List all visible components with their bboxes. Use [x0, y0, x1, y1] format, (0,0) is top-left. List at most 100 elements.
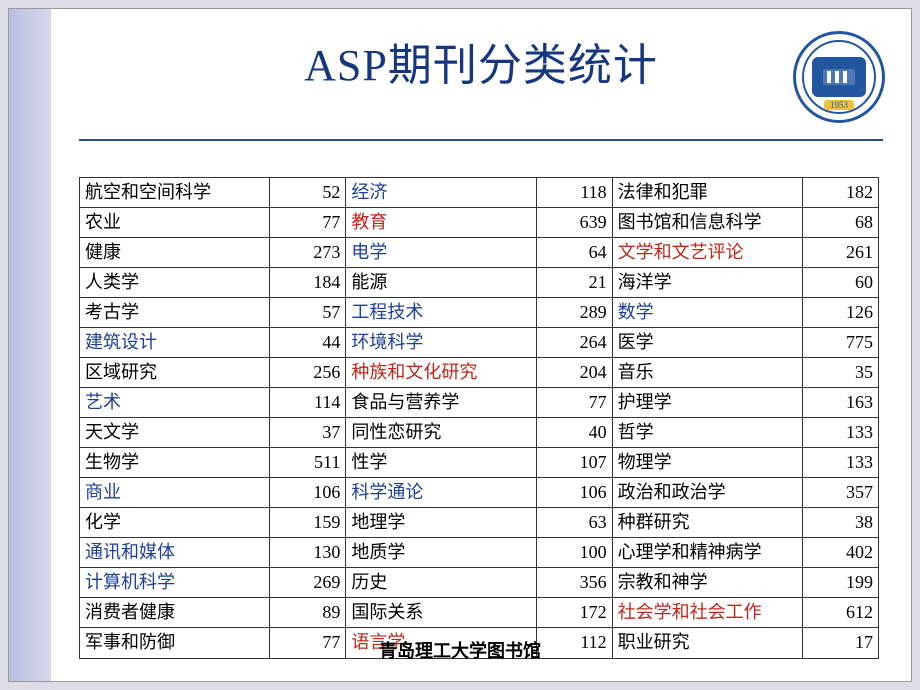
category-label: 健康 [80, 238, 270, 268]
category-count: 159 [270, 508, 346, 538]
category-label: 工程技术 [346, 298, 536, 328]
category-count: 52 [270, 178, 346, 208]
slide: ASP期刊分类统计 1953 航空和空间科学52经济118法律和犯罪182农业7… [8, 8, 912, 682]
category-label: 文学和文艺评论 [612, 238, 802, 268]
category-label: 图书馆和信息科学 [612, 208, 802, 238]
category-count: 57 [270, 298, 346, 328]
table-row: 计算机科学269历史356宗教和神学199 [80, 568, 879, 598]
category-count: 289 [536, 298, 612, 328]
category-label: 农业 [80, 208, 270, 238]
table-row: 商业106科学通论106政治和政治学357 [80, 478, 879, 508]
category-count: 106 [270, 478, 346, 508]
title-divider [79, 139, 883, 141]
table-row: 通讯和媒体130地质学100心理学和精神病学402 [80, 538, 879, 568]
table-row: 农业77教育639图书馆和信息科学68 [80, 208, 879, 238]
category-count: 77 [270, 208, 346, 238]
category-label: 人类学 [80, 268, 270, 298]
category-label: 天文学 [80, 418, 270, 448]
category-count: 64 [536, 238, 612, 268]
category-label: 地理学 [346, 508, 536, 538]
table-row: 建筑设计44环境科学264医学775 [80, 328, 879, 358]
category-label: 经济 [346, 178, 536, 208]
category-table-area: 航空和空间科学52经济118法律和犯罪182农业77教育639图书馆和信息科学6… [79, 177, 879, 659]
category-count: 163 [802, 388, 878, 418]
sidebar-accent [9, 9, 51, 681]
category-label: 数学 [612, 298, 802, 328]
category-label: 计算机科学 [80, 568, 270, 598]
category-count: 261 [802, 238, 878, 268]
category-count: 130 [270, 538, 346, 568]
category-label: 国际关系 [346, 598, 536, 628]
category-label: 心理学和精神病学 [612, 538, 802, 568]
category-count: 35 [802, 358, 878, 388]
table-row: 化学159地理学63种群研究38 [80, 508, 879, 538]
category-count: 40 [536, 418, 612, 448]
category-count: 612 [802, 598, 878, 628]
category-count: 269 [270, 568, 346, 598]
category-label: 医学 [612, 328, 802, 358]
category-count: 172 [536, 598, 612, 628]
category-count: 199 [802, 568, 878, 598]
category-label: 音乐 [612, 358, 802, 388]
category-count: 63 [536, 508, 612, 538]
category-label: 建筑设计 [80, 328, 270, 358]
category-label: 政治和政治学 [612, 478, 802, 508]
category-count: 511 [270, 448, 346, 478]
title-area: ASP期刊分类统计 [51, 29, 911, 93]
category-count: 107 [536, 448, 612, 478]
category-label: 性学 [346, 448, 536, 478]
category-label: 同性恋研究 [346, 418, 536, 448]
category-label: 考古学 [80, 298, 270, 328]
category-label: 艺术 [80, 388, 270, 418]
category-count: 106 [536, 478, 612, 508]
category-label: 地质学 [346, 538, 536, 568]
category-label: 教育 [346, 208, 536, 238]
category-label: 消费者健康 [80, 598, 270, 628]
category-count: 639 [536, 208, 612, 238]
category-count: 100 [536, 538, 612, 568]
category-label: 电学 [346, 238, 536, 268]
category-label: 化学 [80, 508, 270, 538]
category-label: 能源 [346, 268, 536, 298]
table-row: 天文学37同性恋研究40哲学133 [80, 418, 879, 448]
category-label: 食品与营养学 [346, 388, 536, 418]
category-count: 118 [536, 178, 612, 208]
category-label: 宗教和神学 [612, 568, 802, 598]
table-row: 生物学511性学107物理学133 [80, 448, 879, 478]
table-row: 航空和空间科学52经济118法律和犯罪182 [80, 178, 879, 208]
category-count: 77 [536, 388, 612, 418]
category-count: 89 [270, 598, 346, 628]
category-count: 68 [802, 208, 878, 238]
category-count: 38 [802, 508, 878, 538]
category-count: 114 [270, 388, 346, 418]
category-table: 航空和空间科学52经济118法律和犯罪182农业77教育639图书馆和信息科学6… [79, 177, 879, 659]
university-logo: 1953 [793, 31, 885, 123]
category-count: 357 [802, 478, 878, 508]
table-row: 考古学57工程技术289数学126 [80, 298, 879, 328]
category-count: 182 [802, 178, 878, 208]
category-label: 生物学 [80, 448, 270, 478]
category-label: 种族和文化研究 [346, 358, 536, 388]
category-label: 法律和犯罪 [612, 178, 802, 208]
category-count: 256 [270, 358, 346, 388]
category-count: 133 [802, 448, 878, 478]
table-row: 消费者健康89国际关系172社会学和社会工作612 [80, 598, 879, 628]
category-count: 775 [802, 328, 878, 358]
category-label: 物理学 [612, 448, 802, 478]
table-row: 艺术114食品与营养学77护理学163 [80, 388, 879, 418]
category-label: 通讯和媒体 [80, 538, 270, 568]
category-count: 37 [270, 418, 346, 448]
category-count: 126 [802, 298, 878, 328]
category-count: 273 [270, 238, 346, 268]
category-label: 航空和空间科学 [80, 178, 270, 208]
category-label: 商业 [80, 478, 270, 508]
category-count: 21 [536, 268, 612, 298]
category-count: 60 [802, 268, 878, 298]
category-count: 204 [536, 358, 612, 388]
category-count: 356 [536, 568, 612, 598]
page-title: ASP期刊分类统计 [51, 29, 911, 93]
category-count: 133 [802, 418, 878, 448]
category-label: 种群研究 [612, 508, 802, 538]
category-label: 海洋学 [612, 268, 802, 298]
category-label: 环境科学 [346, 328, 536, 358]
